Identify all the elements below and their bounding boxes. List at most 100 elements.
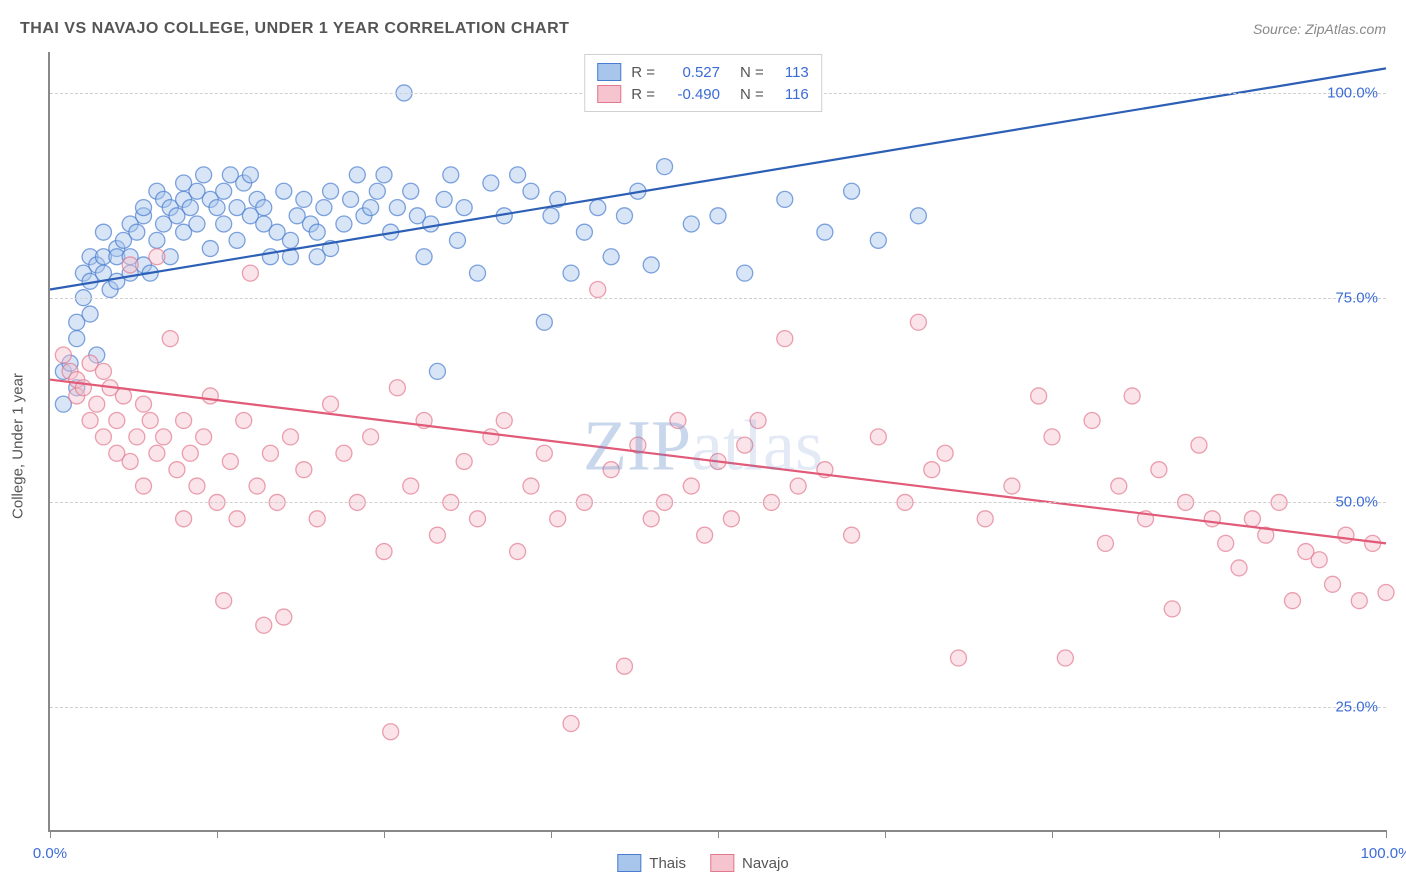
scatter-point-navajo [737,437,753,453]
scatter-point-navajo [1191,437,1207,453]
scatter-point-thais [282,232,298,248]
scatter-point-navajo [122,257,138,273]
scatter-point-navajo [550,511,566,527]
scatter-point-navajo [242,265,258,281]
scatter-point-navajo [216,593,232,609]
scatter-point-navajo [1338,527,1354,543]
scatter-point-navajo [95,429,111,445]
scatter-point-navajo [296,462,312,478]
scatter-point-navajo [162,331,178,347]
x-tick [1219,830,1220,838]
scatter-point-navajo [389,380,405,396]
scatter-point-thais [603,249,619,265]
correlation-legend: R =0.527N =113R =-0.490N =116 [584,54,822,112]
chart-title: THAI VS NAVAJO COLLEGE, UNDER 1 YEAR COR… [20,20,569,38]
scatter-point-thais [429,363,445,379]
scatter-point-navajo [510,544,526,560]
scatter-point-thais [336,216,352,232]
scatter-point-navajo [222,453,238,469]
scatter-point-navajo [136,396,152,412]
scatter-point-thais [136,200,152,216]
scatter-point-navajo [870,429,886,445]
scatter-point-navajo [142,413,158,429]
scatter-point-navajo [95,363,111,379]
scatter-plot-svg [50,52,1386,830]
x-tick-label: 0.0% [33,845,67,862]
scatter-point-thais [316,200,332,216]
scatter-point-navajo [750,413,766,429]
scatter-point-thais [209,200,225,216]
scatter-point-navajo [456,453,472,469]
scatter-point-navajo [189,478,205,494]
legend-label-thais: Thais [649,855,686,872]
scatter-point-thais [590,200,606,216]
scatter-point-thais [443,167,459,183]
scatter-point-navajo [236,413,252,429]
scatter-point-thais [483,175,499,191]
scatter-point-navajo [176,511,192,527]
scatter-point-thais [536,314,552,330]
scatter-point-thais [323,183,339,199]
scatter-point-navajo [149,445,165,461]
scatter-point-navajo [109,413,125,429]
scatter-point-navajo [603,462,619,478]
legend-r-value-navajo: -0.490 [665,86,720,103]
legend-item-navajo[interactable]: Navajo [710,854,789,872]
y-tick-label: 75.0% [1335,289,1378,306]
x-tick-label: 100.0% [1361,845,1406,862]
scatter-point-navajo [777,331,793,347]
scatter-point-thais [276,183,292,199]
scatter-point-navajo [910,314,926,330]
x-tick [217,830,218,838]
scatter-point-thais [456,200,472,216]
legend-item-thais[interactable]: Thais [617,854,686,872]
scatter-point-navajo [683,478,699,494]
scatter-point-navajo [282,429,298,445]
scatter-point-thais [129,224,145,240]
scatter-point-navajo [536,445,552,461]
scatter-point-navajo [1284,593,1300,609]
scatter-point-navajo [1151,462,1167,478]
scatter-point-navajo [169,462,185,478]
scatter-point-navajo [616,658,632,674]
gridline-h [50,707,1386,708]
scatter-point-thais [242,167,258,183]
x-tick [885,830,886,838]
legend-r-value-thais: 0.527 [665,64,720,81]
scatter-point-navajo [670,413,686,429]
scatter-point-thais [683,216,699,232]
scatter-point-navajo [182,445,198,461]
scatter-point-navajo [1084,413,1100,429]
scatter-point-navajo [697,527,713,543]
source-attribution: Source: ZipAtlas.com [1253,21,1386,37]
scatter-point-navajo [202,388,218,404]
scatter-point-navajo [196,429,212,445]
scatter-point-navajo [403,478,419,494]
legend-row-navajo: R =-0.490N =116 [597,83,809,105]
scatter-point-thais [910,208,926,224]
scatter-point-thais [309,224,325,240]
legend-r-label: R = [631,64,655,81]
scatter-point-thais [182,200,198,216]
x-tick [551,830,552,838]
scatter-point-navajo [156,429,172,445]
scatter-point-navajo [122,453,138,469]
scatter-point-thais [69,331,85,347]
x-tick [50,830,51,838]
scatter-point-navajo [229,511,245,527]
scatter-point-navajo [323,396,339,412]
scatter-point-navajo [1325,576,1341,592]
scatter-point-navajo [937,445,953,461]
scatter-point-thais [82,306,98,322]
scatter-point-thais [844,183,860,199]
y-tick-label: 100.0% [1327,84,1378,101]
scatter-point-navajo [1204,511,1220,527]
scatter-point-navajo [363,429,379,445]
scatter-point-thais [256,200,272,216]
scatter-point-navajo [276,609,292,625]
scatter-point-navajo [950,650,966,666]
scatter-point-navajo [1031,388,1047,404]
scatter-point-navajo [643,511,659,527]
scatter-point-thais [189,216,205,232]
scatter-point-thais [343,191,359,207]
